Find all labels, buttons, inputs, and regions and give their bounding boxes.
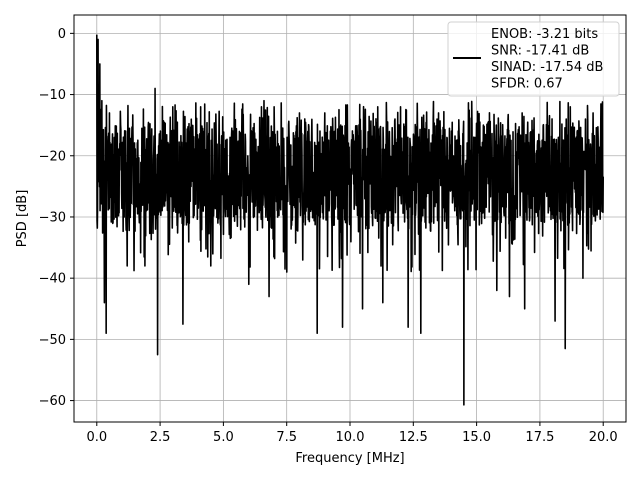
y-axis-ticks: 0 −10 −20 −30 −40 −50 −60 [39, 27, 74, 409]
x-tick-label: 12.5 [399, 430, 428, 445]
y-tick-label: −60 [39, 394, 66, 409]
x-tick-label: 15.0 [462, 430, 491, 445]
legend-line: SNR: -17.41 dB [491, 44, 589, 59]
x-axis-label: Frequency [MHz] [295, 451, 404, 466]
y-tick-label: −40 [39, 272, 66, 287]
legend-line: SFDR: 0.67 [491, 77, 563, 92]
legend: ENOB: -3.21 bits SNR: -17.41 dB SINAD: -17… [447, 21, 620, 97]
x-tick-label: 17.5 [525, 430, 554, 445]
series-layer [95, 34, 605, 406]
x-tick-label: 2.5 [150, 430, 171, 445]
y-tick-label: −30 [39, 210, 66, 225]
x-tick-label: 0.0 [86, 430, 107, 445]
x-tick-label: 10.0 [336, 430, 365, 445]
y-tick-label: −10 [39, 88, 66, 103]
y-tick-label: −50 [39, 333, 66, 348]
y-tick-label: 0 [58, 27, 66, 42]
x-tick-label: 20.0 [589, 430, 618, 445]
x-tick-label: 5.0 [213, 430, 234, 445]
y-axis-label: PSD [dB] [15, 190, 30, 248]
x-axis-ticks: 0.0 2.5 5.0 7.5 10.0 12.5 15.0 17.5 20.0 [86, 422, 618, 445]
y-tick-label: −20 [39, 149, 66, 164]
legend-line: SINAD: -17.54 dB [491, 60, 603, 75]
legend-line: ENOB: -3.21 bits [491, 27, 598, 42]
legend-box [447, 21, 620, 97]
x-tick-label: 7.5 [276, 430, 297, 445]
legend-entry: ENOB: -3.21 bits SNR: -17.41 dB SINAD: -17… [491, 27, 603, 92]
psd-series-line [95, 34, 605, 406]
